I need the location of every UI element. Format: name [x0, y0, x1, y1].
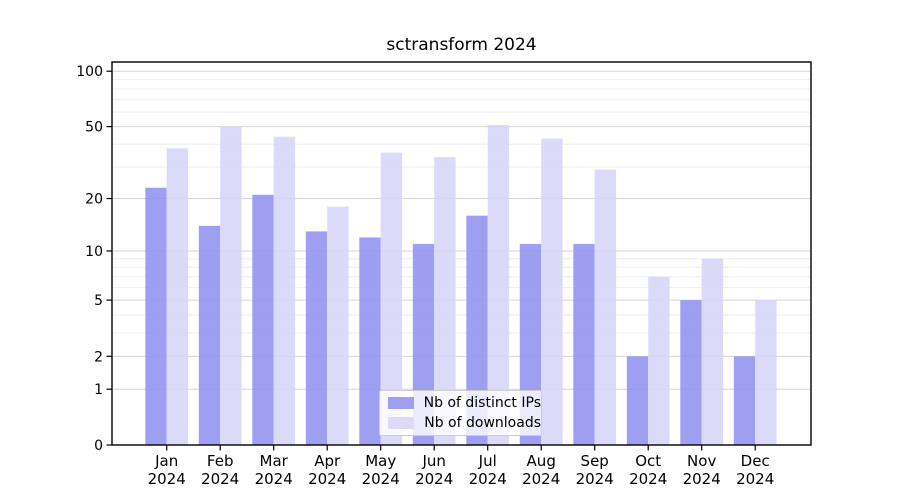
x-tick-label-year: 2024 — [683, 470, 721, 488]
bar-distinct-ips-dec — [733, 356, 756, 445]
x-tick-label-month: Mar — [260, 452, 289, 470]
x-tick-label-month: Aug — [527, 452, 556, 470]
bar-distinct-ips-apr — [305, 231, 328, 445]
x-tick-label-year: 2024 — [201, 470, 239, 488]
chart-title: sctransform 2024 — [386, 35, 537, 55]
bar-downloads-apr — [327, 206, 349, 445]
x-tick-label-year: 2024 — [415, 470, 453, 488]
x-tick-label-year: 2024 — [255, 470, 293, 488]
legend-label-downloads: Nb of downloads — [424, 415, 541, 431]
legend-swatch-downloads — [388, 417, 415, 429]
x-tick-label-month: Sep — [581, 452, 609, 470]
bar-downloads-sep — [594, 169, 617, 445]
x-tick-label-month: Jul — [478, 452, 497, 470]
legend-row-distinct-ips: Nb of distinct IPs — [380, 395, 541, 411]
y-tick-label: 50 — [85, 120, 103, 136]
x-tick-label-month: Dec — [741, 452, 770, 470]
x-tick-label-year: 2024 — [576, 470, 614, 488]
x-tick-label-month: May — [365, 452, 396, 470]
x-tick-label-year: 2024 — [308, 470, 346, 488]
bar-downloads-nov — [701, 258, 724, 445]
bar-downloads-feb — [220, 126, 242, 445]
x-tick-label-year: 2024 — [148, 470, 186, 488]
legend-label-distinct-ips: Nb of distinct IPs — [423, 395, 541, 411]
bar-downloads-jan — [166, 148, 189, 445]
x-tick-label-month: Jun — [421, 452, 445, 470]
y-tick-label: 1 — [94, 382, 103, 398]
legend-swatch-distinct-ips — [388, 397, 414, 409]
bar-downloads-dec — [755, 300, 777, 445]
y-tick-label: 100 — [76, 64, 103, 80]
x-tick-label-year: 2024 — [629, 470, 667, 488]
bar-distinct-ips-jul — [466, 215, 488, 445]
bar-distinct-ips-oct — [626, 356, 649, 445]
bar-distinct-ips-may — [359, 237, 381, 445]
bar-downloads-aug — [541, 138, 563, 445]
y-tick-label: 2 — [94, 349, 103, 365]
x-tick-label-month: Feb — [207, 452, 234, 470]
bar-distinct-ips-feb — [198, 225, 221, 445]
bar-distinct-ips-jan — [145, 187, 167, 445]
y-tick-label: 20 — [85, 192, 103, 208]
bar-downloads-jul — [487, 125, 510, 446]
axis-frame — [111, 61, 812, 446]
y-tick-label: 0 — [94, 438, 103, 454]
y-tick-label: 10 — [85, 244, 103, 260]
bar-distinct-ips-sep — [573, 243, 595, 445]
bar-distinct-ips-nov — [680, 300, 702, 445]
x-tick-label-year: 2024 — [362, 470, 400, 488]
x-tick-label-year: 2024 — [736, 470, 774, 488]
x-tick-label-year: 2024 — [469, 470, 507, 488]
x-tick-label-month: Nov — [687, 452, 716, 470]
bar-distinct-ips-mar — [252, 194, 274, 445]
bar-downloads-mar — [273, 136, 296, 445]
y-tick-label: 5 — [94, 293, 103, 309]
legend-row-downloads: Nb of downloads — [380, 415, 541, 431]
x-tick-label-month: Oct — [635, 452, 661, 470]
bar-downloads-oct — [648, 276, 670, 445]
bar-downloads-jun — [434, 157, 456, 445]
x-tick-label-month: Jan — [154, 452, 178, 470]
legend: Nb of distinct IPs Nb of downloads — [379, 390, 542, 436]
x-tick-label-year: 2024 — [522, 470, 560, 488]
x-tick-label-month: Apr — [314, 452, 341, 470]
bar-downloads-may — [380, 152, 403, 445]
